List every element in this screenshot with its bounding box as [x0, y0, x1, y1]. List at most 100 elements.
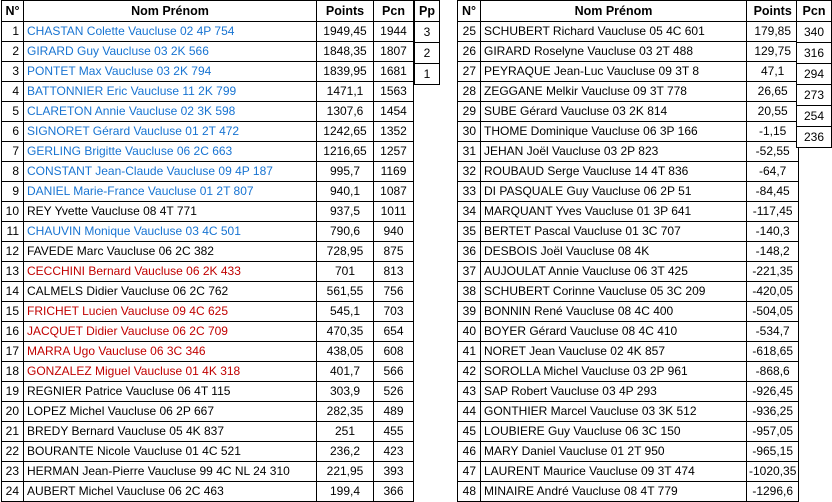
- ranking-row: 33 DI PASQUALE Guy Vaucluse 06 2P 51 -84,4…: [457, 181, 800, 202]
- points-cell: 1471,1: [316, 81, 374, 102]
- points-cell: 940,1: [316, 181, 374, 202]
- player-name-cell: LOUBIERE Guy Vaucluse 06 3C 150: [480, 421, 747, 442]
- ranking-row: 44 GONTHIER Marcel Vaucluse 03 3K 512 -936…: [457, 401, 800, 422]
- pcn-row: 316: [796, 42, 832, 64]
- points-cell: -1,15: [745, 121, 800, 142]
- player-name-cell: NORET Jean Vaucluse 02 4K 857: [480, 341, 747, 362]
- ranking-row: 10 REY Yvette Vaucluse 08 4T 771 937,5 1011: [1, 201, 414, 222]
- ranking-row: 28 ZEGGANE Melkir Vaucluse 09 3T 778 26,65: [457, 81, 800, 102]
- player-name-cell: PEYRAQUE Jean-Luc Vaucluse 09 3T 8: [480, 61, 747, 82]
- points-cell: -64,7: [745, 161, 800, 182]
- pcn-cell: 340: [796, 21, 832, 43]
- points-cell: 470,35: [316, 321, 374, 342]
- rank-cell: 20: [1, 401, 24, 422]
- rank-cell: 30: [457, 121, 481, 142]
- rank-cell: 40: [457, 321, 481, 342]
- player-name-cell: ZEGGANE Melkir Vaucluse 09 3T 778: [480, 81, 747, 102]
- pcn-cell: 940: [373, 221, 414, 242]
- pcn-mini-table: Pcn 340 316 294 273 254 236: [796, 0, 832, 148]
- pcn-cell: 608: [373, 341, 414, 362]
- rank-cell: 47: [457, 461, 481, 482]
- player-name-cell: SCHUBERT Richard Vaucluse 05 4C 601: [480, 21, 747, 42]
- ranking-row: 27 PEYRAQUE Jean-Luc Vaucluse 09 3T 8 47,1: [457, 61, 800, 82]
- rank-cell: 10: [1, 201, 24, 222]
- ranking-row: 48 MINAIRE André Vaucluse 08 4T 779 -1296,…: [457, 481, 800, 502]
- points-cell: 199,4: [316, 481, 374, 502]
- rank-cell: 29: [457, 101, 481, 122]
- ranking-row: 17 MARRA Ugo Vaucluse 06 3C 346 438,05 608: [1, 341, 414, 362]
- ranking-row: 42 SOROLLA Michel Vaucluse 03 2P 961 -868,…: [457, 361, 800, 382]
- rank-cell: 33: [457, 181, 481, 202]
- header-name: Nom Prénom: [23, 0, 317, 22]
- ranking-row: 39 BONNIN René Vaucluse 08 4C 400 -504,05: [457, 301, 800, 322]
- pcn-cell: 236: [796, 126, 832, 148]
- ranking-row: 8 CONSTANT Jean-Claude Vaucluse 09 4P 187…: [1, 161, 414, 182]
- rank-cell: 14: [1, 281, 24, 302]
- pp-row: 2: [414, 42, 440, 64]
- points-cell: 179,85: [745, 21, 800, 42]
- pp-cell: 1: [414, 63, 440, 85]
- rank-cell: 1: [1, 21, 24, 42]
- player-name-cell: ROUBAUD Serge Vaucluse 14 4T 836: [480, 161, 747, 182]
- points-cell: 236,2: [316, 441, 374, 462]
- points-cell: 1307,6: [316, 101, 374, 122]
- player-name-cell: SIGNORET Gérard Vaucluse 01 2T 472: [23, 121, 317, 142]
- player-name-cell: CHASTAN Colette Vaucluse 02 4P 754: [23, 21, 317, 42]
- player-name-cell: PONTET Max Vaucluse 03 2K 794: [23, 61, 317, 82]
- points-cell: 995,7: [316, 161, 374, 182]
- header-row-left: N° Nom Prénom Points Pcn: [1, 0, 414, 22]
- ranking-row: 26 GIRARD Roselyne Vaucluse 03 2T 488 129,…: [457, 41, 800, 62]
- points-cell: -117,45: [745, 201, 800, 222]
- rank-cell: 26: [457, 41, 481, 62]
- points-cell: 401,7: [316, 361, 374, 382]
- ranking-row: 20 LOPEZ Michel Vaucluse 06 2P 667 282,35 4…: [1, 401, 414, 422]
- points-cell: 282,35: [316, 401, 374, 422]
- ranking-table-left: N° Nom Prénom Points Pcn 1 CHASTAN Colett…: [1, 0, 414, 502]
- pp-cell: 3: [414, 21, 440, 43]
- points-cell: 1949,45: [316, 21, 374, 42]
- pcn-row: 340: [796, 21, 832, 43]
- points-cell: -221,35: [745, 261, 800, 282]
- pcn-cell: 756: [373, 281, 414, 302]
- ranking-table-right: N° Nom Prénom Points 25 SCHUBERT Richard …: [457, 0, 800, 502]
- rank-cell: 3: [1, 61, 24, 82]
- rank-cell: 7: [1, 141, 24, 162]
- points-cell: 303,9: [316, 381, 374, 402]
- rank-cell: 9: [1, 181, 24, 202]
- pcn-cell: 1807: [373, 41, 414, 62]
- header-points: Points: [316, 0, 374, 22]
- ranking-row: 25 SCHUBERT Richard Vaucluse 05 4C 601 179…: [457, 21, 800, 42]
- player-name-cell: AUJOULAT Annie Vaucluse 06 3T 425: [480, 261, 747, 282]
- pcn-cell: 1087: [373, 181, 414, 202]
- rank-cell: 24: [1, 481, 24, 502]
- pcn-cell: 1352: [373, 121, 414, 142]
- rank-cell: 46: [457, 441, 481, 462]
- player-name-cell: BOYER Gérard Vaucluse 08 4C 410: [480, 321, 747, 342]
- points-cell: -504,05: [745, 301, 800, 322]
- ranking-row: 30 THOME Dominique Vaucluse 06 3P 166 -1,1…: [457, 121, 800, 142]
- pcn-row: 236: [796, 126, 832, 148]
- pp-row: 1: [414, 63, 440, 85]
- player-name-cell: REY Yvette Vaucluse 08 4T 771: [23, 201, 317, 222]
- rank-cell: 35: [457, 221, 481, 242]
- pcn-cell: 254: [796, 105, 832, 127]
- ranking-row: 14 CALMELS Didier Vaucluse 06 2C 762 561,5…: [1, 281, 414, 302]
- pcn-cell: 813: [373, 261, 414, 282]
- points-cell: -868,6: [745, 361, 800, 382]
- player-name-cell: BOURANTE Nicole Vaucluse 01 4C 521: [23, 441, 317, 462]
- rank-cell: 39: [457, 301, 481, 322]
- pp-row: 3: [414, 21, 440, 43]
- rank-cell: 32: [457, 161, 481, 182]
- points-cell: -148,2: [745, 241, 800, 262]
- pcn-cell: 703: [373, 301, 414, 322]
- player-name-cell: MARRA Ugo Vaucluse 06 3C 346: [23, 341, 317, 362]
- ranking-row: 40 BOYER Gérard Vaucluse 08 4C 410 -534,7: [457, 321, 800, 342]
- header-pcn: Pcn: [796, 0, 832, 22]
- header-pp: Pp: [414, 0, 440, 22]
- points-cell: -965,15: [745, 441, 800, 462]
- pcn-cell: 654: [373, 321, 414, 342]
- rank-cell: 27: [457, 61, 481, 82]
- rank-cell: 13: [1, 261, 24, 282]
